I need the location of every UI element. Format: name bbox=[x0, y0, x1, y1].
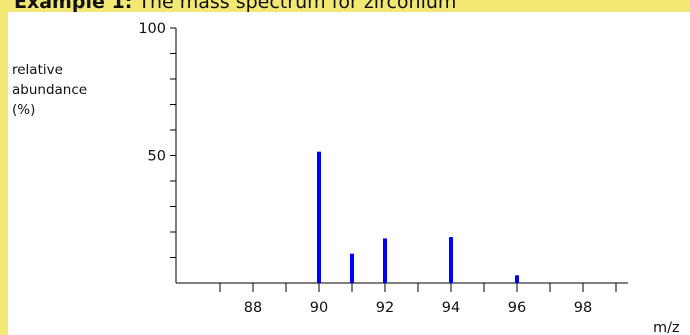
x-tick-label: 90 bbox=[310, 300, 328, 316]
x-tick-label: 98 bbox=[574, 300, 592, 316]
bars bbox=[317, 151, 519, 283]
chart-panel: 50 100 88 90 92 94 96 98 m/z relative abundance (%… bbox=[8, 12, 690, 335]
heading-text: The mass spectrum for zirconium bbox=[138, 0, 457, 13]
y-tick-label: 100 bbox=[138, 21, 166, 37]
tick-labels: 50 100 88 90 92 94 96 98 m/z bbox=[138, 21, 679, 335]
chart-heading: Example 1: The mass spectrum for zirconi… bbox=[14, 0, 456, 13]
axes bbox=[175, 28, 628, 284]
ticks bbox=[170, 27, 617, 292]
bar-mz-96 bbox=[515, 275, 519, 283]
example-label: Example 1: bbox=[14, 0, 133, 13]
x-tick-label: 92 bbox=[376, 300, 394, 316]
y-axis-label: relative abundance (%) bbox=[12, 60, 87, 120]
bar-mz-90 bbox=[317, 151, 321, 283]
x-tick-label: 96 bbox=[508, 300, 526, 316]
x-tick-label: 88 bbox=[244, 300, 262, 316]
bar-mz-92 bbox=[383, 238, 387, 283]
y-axis-label-line: relative bbox=[12, 62, 63, 78]
y-axis-label-line: (%) bbox=[12, 102, 36, 118]
y-tick-label: 50 bbox=[148, 149, 166, 165]
mass-spectrum-chart: 50 100 88 90 92 94 96 98 m/z bbox=[138, 21, 679, 335]
x-tick-label: 94 bbox=[442, 300, 460, 316]
bar-mz-91 bbox=[350, 253, 354, 283]
x-axis-label: m/z bbox=[653, 320, 680, 335]
bar-mz-94 bbox=[449, 237, 453, 283]
y-axis-label-line: abundance bbox=[12, 82, 88, 98]
